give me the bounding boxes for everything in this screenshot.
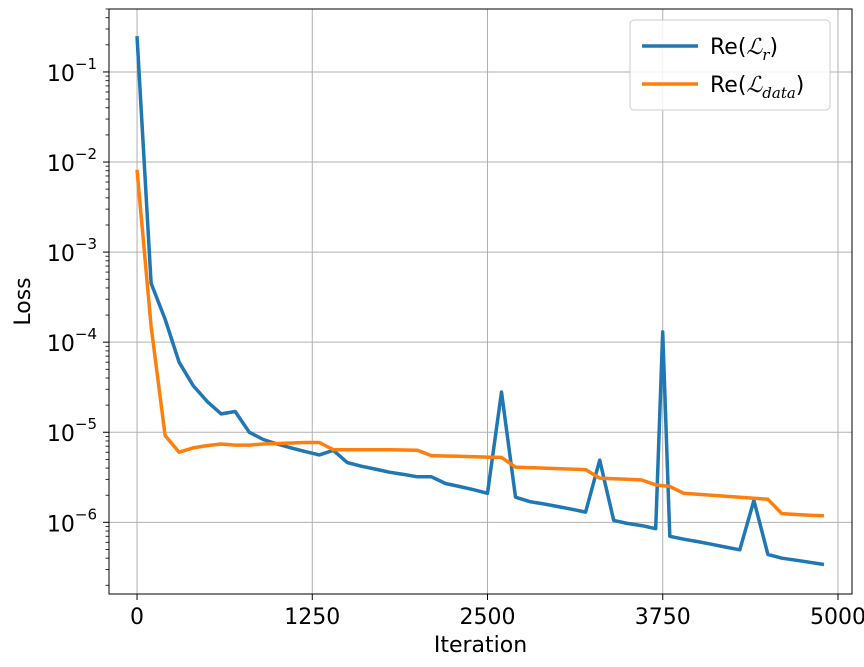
series-lines [135,36,825,567]
legend-box [629,19,831,111]
plot-frame [108,8,853,595]
y-tick-label: 10−2 [47,145,97,177]
series-line-1 [135,169,825,518]
y-tick-label: 10−6 [47,505,97,537]
y-axis-label: Loss [11,277,36,325]
x-axis-label: Iteration [434,633,527,658]
y-tick-label: 10−1 [47,55,97,87]
y-tick-label: 10−4 [47,325,97,357]
y-tick-label: 10−3 [47,235,97,267]
x-tick-label: 0 [130,605,144,630]
legend: Re(ℒr) Re(ℒdata) [629,19,831,111]
x-tick-label: 5000 [810,605,864,630]
y-tick-label: 10−5 [47,415,97,447]
x-tick-label: 2500 [460,605,516,630]
x-tick-label: 1250 [284,605,340,630]
legend-label-0: Re(ℒr) [710,35,778,64]
axis-ticks: 0 1250 2500 3750 5000 10−6 10−5 10−4 10−3 10−2 10−… [47,8,864,630]
x-tick-label: 3750 [635,605,691,630]
series-line-0 [135,36,825,567]
legend-label-1: Re(ℒdata) [710,73,804,102]
grid-lines [109,9,852,594]
